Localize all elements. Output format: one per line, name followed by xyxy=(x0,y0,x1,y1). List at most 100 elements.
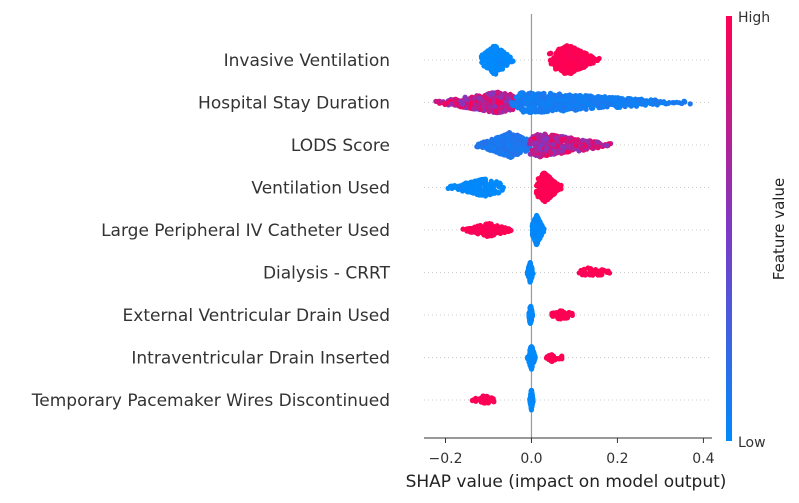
shap-point xyxy=(587,266,594,272)
shap-point xyxy=(548,50,554,56)
shap-point xyxy=(502,107,508,113)
shap-point xyxy=(460,101,466,107)
shap-point xyxy=(528,273,534,279)
shap-point xyxy=(645,100,652,106)
shap-point xyxy=(488,191,495,197)
shap-point xyxy=(568,98,574,104)
shap-point xyxy=(528,315,534,321)
x-axis-label: SHAP value (impact on model output) xyxy=(406,472,727,492)
shap-point xyxy=(481,141,487,147)
shap-point xyxy=(557,64,563,70)
shap-point xyxy=(547,102,553,108)
shap-point xyxy=(493,44,499,50)
shap-point xyxy=(534,219,540,225)
colorbar xyxy=(726,16,732,441)
shap-point xyxy=(484,57,490,63)
shap-point xyxy=(482,63,488,69)
shap-point xyxy=(544,180,550,186)
shap-point xyxy=(496,63,502,69)
shap-point xyxy=(508,146,515,152)
shap-point xyxy=(535,97,541,103)
feature-row-points xyxy=(445,170,564,205)
shap-point xyxy=(477,99,483,106)
shap-point xyxy=(581,266,587,272)
shap-point xyxy=(536,235,542,241)
shap-point xyxy=(545,108,551,115)
shap-point xyxy=(509,99,515,106)
feature-label: Intraventricular Drain Inserted xyxy=(131,349,390,369)
shap-point xyxy=(563,70,569,76)
colorbar-high-label: High xyxy=(738,10,770,26)
shap-point xyxy=(634,97,640,103)
feature-row-points xyxy=(478,43,602,77)
shap-point xyxy=(572,46,578,52)
shap-point xyxy=(587,97,593,103)
shap-point xyxy=(561,104,567,110)
shap-point xyxy=(552,184,558,190)
shap-point xyxy=(606,96,612,102)
shap-point xyxy=(665,100,672,106)
shap-point xyxy=(559,148,565,154)
shap-point xyxy=(509,59,515,65)
shap-point xyxy=(503,102,509,108)
shap-point xyxy=(682,99,688,105)
x-tick-label: 0.0 xyxy=(520,451,542,467)
shap-point xyxy=(491,97,497,103)
feature-row-points xyxy=(460,212,547,248)
shap-point xyxy=(660,100,667,106)
shap-point xyxy=(540,228,546,234)
feature-row-points xyxy=(474,130,614,160)
shap-point xyxy=(486,108,492,114)
shap-point xyxy=(486,398,493,404)
shap-point xyxy=(489,91,496,97)
shap-point xyxy=(479,52,485,58)
shap-point xyxy=(485,48,491,54)
shap-point xyxy=(535,108,541,114)
shap-point xyxy=(548,150,554,156)
shap-point xyxy=(543,195,550,201)
shap-point xyxy=(556,356,562,362)
colorbar-low-label: Low xyxy=(738,435,766,451)
shap-point xyxy=(533,228,539,234)
shap-point xyxy=(487,104,493,110)
shap-points xyxy=(433,43,693,413)
feature-label: External Ventricular Drain Used xyxy=(123,306,390,326)
shap-point xyxy=(540,186,546,192)
shap-point xyxy=(476,95,482,101)
shap-point xyxy=(561,315,567,321)
shap-point xyxy=(460,226,466,232)
shap-point xyxy=(483,229,489,235)
shap-point xyxy=(563,100,570,106)
feature-label: Ventilation Used xyxy=(251,179,390,199)
shap-point xyxy=(534,241,540,247)
shap-point xyxy=(534,147,540,153)
shap-point xyxy=(534,91,540,97)
shap-point xyxy=(496,108,502,115)
shap-point xyxy=(600,104,606,110)
shap-point xyxy=(538,142,544,149)
shap-point xyxy=(548,134,555,140)
feature-label: Invasive Ventilation xyxy=(224,51,390,71)
shap-point xyxy=(435,99,441,105)
shap-point xyxy=(523,136,530,142)
shap-point xyxy=(484,182,490,188)
shap-point xyxy=(528,264,535,270)
feature-row-points xyxy=(433,89,693,116)
shap-point xyxy=(527,105,533,111)
feature-row-points xyxy=(469,387,536,413)
shap-point xyxy=(574,139,580,145)
shap-point xyxy=(545,191,551,197)
shap-point xyxy=(494,179,500,185)
shap-point xyxy=(475,396,481,403)
shap-point xyxy=(529,232,536,238)
shap-point xyxy=(498,49,504,55)
shap-point xyxy=(497,181,503,187)
shap-point xyxy=(533,188,540,194)
shap-point xyxy=(505,57,511,63)
x-tick-label: −0.2 xyxy=(428,451,462,467)
shap-point xyxy=(584,54,590,60)
shap-point xyxy=(497,94,504,100)
shap-point xyxy=(529,350,535,356)
shap-point xyxy=(585,138,591,144)
